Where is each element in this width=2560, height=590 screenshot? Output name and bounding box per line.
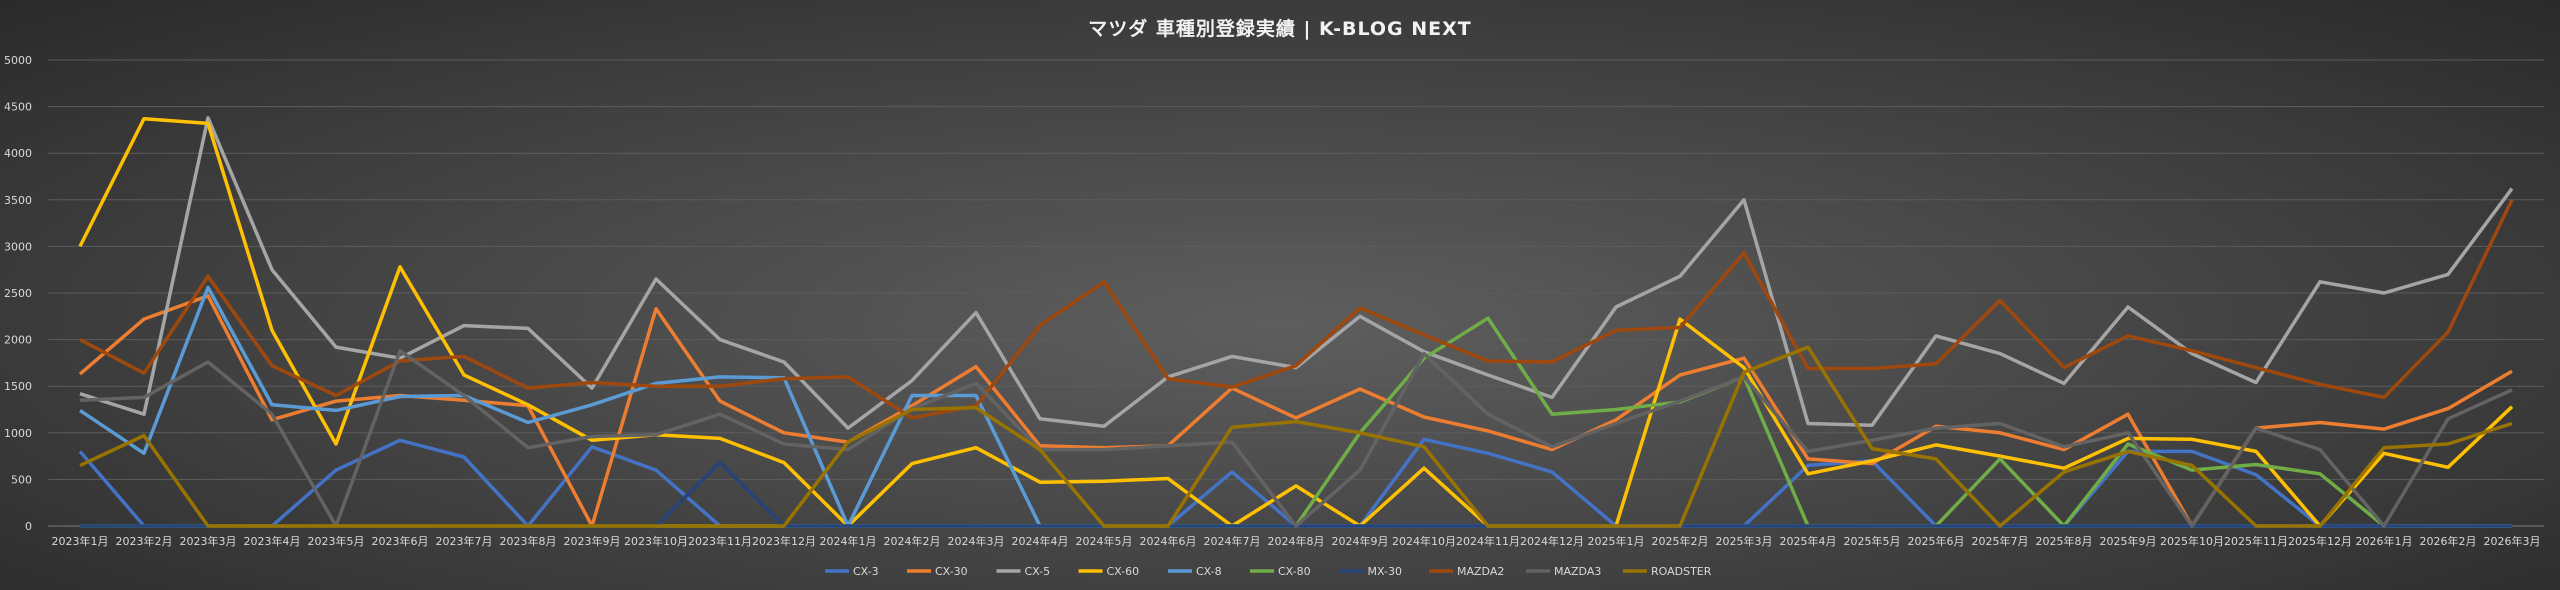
y-tick-label: 1000 bbox=[4, 427, 32, 440]
x-tick-label: 2025年4月 bbox=[1780, 534, 1837, 548]
x-tick-label: 2023年2月 bbox=[116, 534, 173, 548]
x-tick-label: 2024年7月 bbox=[1204, 534, 1261, 548]
legend-label: CX-80 bbox=[1278, 565, 1311, 578]
legend-label: MAZDA3 bbox=[1554, 565, 1601, 578]
legend-label: MAZDA2 bbox=[1457, 565, 1504, 578]
legend-label: CX-30 bbox=[935, 565, 968, 578]
x-tick-label: 2023年11月 bbox=[688, 534, 752, 548]
x-tick-label: 2026年1月 bbox=[2356, 534, 2413, 548]
x-tick-label: 2024年9月 bbox=[1332, 534, 1389, 548]
x-tick-label: 2025年6月 bbox=[1908, 534, 1965, 548]
x-tick-label: 2023年1月 bbox=[52, 534, 109, 548]
series-line-cx-5 bbox=[79, 116, 2514, 430]
y-tick-label: 0 bbox=[25, 520, 32, 533]
series-line-cx-8 bbox=[79, 285, 2512, 528]
x-tick-label: 2024年12月 bbox=[1520, 534, 1584, 548]
x-tick-label: 2024年4月 bbox=[1012, 534, 1069, 548]
x-tick-label: 2025年5月 bbox=[1844, 534, 1901, 548]
y-tick-label: 4500 bbox=[4, 101, 32, 114]
x-tick-label: 2024年11月 bbox=[1456, 534, 1520, 548]
series-line-cx-30 bbox=[78, 294, 2513, 528]
x-tick-label: 2025年12月 bbox=[2288, 534, 2352, 548]
x-tick-label: 2025年11月 bbox=[2224, 534, 2288, 548]
y-tick-label: 500 bbox=[11, 473, 32, 486]
x-tick-label: 2023年5月 bbox=[308, 534, 365, 548]
y-tick-label: 3500 bbox=[4, 194, 32, 207]
x-tick-label: 2024年3月 bbox=[948, 534, 1005, 548]
y-tick-label: 5000 bbox=[4, 54, 32, 67]
series-line-mazda3 bbox=[79, 349, 2513, 528]
legend-label: MX-30 bbox=[1368, 565, 1402, 578]
series-line-mazda2 bbox=[79, 199, 2514, 420]
x-tick-label: 2026年3月 bbox=[2484, 534, 2541, 548]
series-line-mx-30 bbox=[80, 460, 2512, 528]
y-tick-label: 3000 bbox=[4, 240, 32, 253]
x-tick-label: 2024年6月 bbox=[1140, 534, 1197, 548]
legend-label: CX-8 bbox=[1196, 565, 1222, 578]
legend-label: CX-60 bbox=[1107, 565, 1140, 578]
x-tick-label: 2024年8月 bbox=[1268, 534, 1325, 548]
x-tick-label: 2025年8月 bbox=[2036, 534, 2093, 548]
y-tick-label: 2500 bbox=[4, 287, 32, 300]
x-tick-label: 2025年7月 bbox=[1972, 534, 2029, 548]
x-tick-label: 2024年2月 bbox=[884, 534, 941, 548]
x-tick-label: 2023年4月 bbox=[244, 534, 301, 548]
x-tick-label: 2023年8月 bbox=[500, 534, 557, 548]
x-tick-label: 2025年9月 bbox=[2100, 534, 2157, 548]
series-line-cx-60 bbox=[78, 116, 2514, 528]
x-tick-label: 2024年1月 bbox=[820, 534, 877, 548]
x-tick-label: 2026年2月 bbox=[2420, 534, 2477, 548]
x-tick-label: 2025年2月 bbox=[1652, 534, 1709, 548]
legend-label: CX-5 bbox=[1025, 565, 1051, 578]
x-tick-label: 2023年3月 bbox=[180, 534, 237, 548]
x-tick-label: 2023年7月 bbox=[436, 534, 493, 548]
x-tick-label: 2023年10月 bbox=[624, 534, 688, 548]
x-tick-label: 2024年10月 bbox=[1392, 534, 1456, 548]
chart-title: マツダ 車種別登録実績 | K-BLOG NEXT bbox=[1088, 18, 1472, 40]
y-tick-label: 1500 bbox=[4, 380, 32, 393]
x-tick-label: 2023年6月 bbox=[372, 534, 429, 548]
x-tick-label: 2025年1月 bbox=[1588, 534, 1645, 548]
x-tick-label: 2024年5月 bbox=[1076, 534, 1133, 548]
legend-label: ROADSTER bbox=[1651, 565, 1712, 578]
legend-label: CX-3 bbox=[853, 565, 879, 578]
y-tick-label: 2000 bbox=[4, 334, 32, 347]
x-tick-label: 2025年10月 bbox=[2160, 534, 2224, 548]
y-tick-label: 4000 bbox=[4, 147, 32, 160]
x-tick-label: 2023年12月 bbox=[752, 534, 816, 548]
x-tick-label: 2023年9月 bbox=[564, 534, 621, 548]
series-line-roadster bbox=[79, 345, 2513, 528]
x-tick-label: 2025年3月 bbox=[1716, 534, 1773, 548]
